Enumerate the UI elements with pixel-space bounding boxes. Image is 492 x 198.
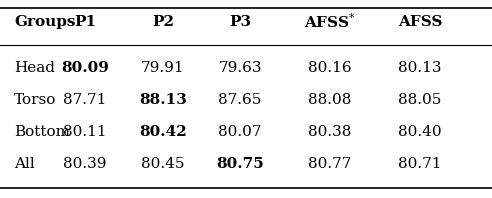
- Text: 79.63: 79.63: [218, 61, 262, 75]
- Text: 80.13: 80.13: [398, 61, 442, 75]
- Text: 80.45: 80.45: [141, 157, 185, 171]
- Text: 88.05: 88.05: [399, 93, 442, 107]
- Text: Bottom: Bottom: [14, 125, 70, 139]
- Text: 80.42: 80.42: [139, 125, 187, 139]
- Text: P2: P2: [152, 15, 174, 29]
- Text: AFSS$^{*}$: AFSS$^{*}$: [304, 13, 356, 31]
- Text: 80.11: 80.11: [63, 125, 107, 139]
- Text: Groups: Groups: [14, 15, 75, 29]
- Text: 87.65: 87.65: [218, 93, 262, 107]
- Text: 80.77: 80.77: [308, 157, 352, 171]
- Text: 80.16: 80.16: [308, 61, 352, 75]
- Text: 80.39: 80.39: [63, 157, 107, 171]
- Text: P3: P3: [229, 15, 251, 29]
- Text: AFSS: AFSS: [398, 15, 442, 29]
- Text: 88.08: 88.08: [308, 93, 352, 107]
- Text: 80.75: 80.75: [216, 157, 264, 171]
- Text: P1: P1: [74, 15, 96, 29]
- Text: Head: Head: [14, 61, 55, 75]
- Text: 80.71: 80.71: [398, 157, 442, 171]
- Text: 80.09: 80.09: [61, 61, 109, 75]
- Text: 80.07: 80.07: [218, 125, 262, 139]
- Text: 88.13: 88.13: [139, 93, 187, 107]
- Text: 80.40: 80.40: [398, 125, 442, 139]
- Text: 80.38: 80.38: [308, 125, 352, 139]
- Text: 87.71: 87.71: [63, 93, 107, 107]
- Text: Torso: Torso: [14, 93, 57, 107]
- Text: All: All: [14, 157, 35, 171]
- Text: 79.91: 79.91: [141, 61, 185, 75]
